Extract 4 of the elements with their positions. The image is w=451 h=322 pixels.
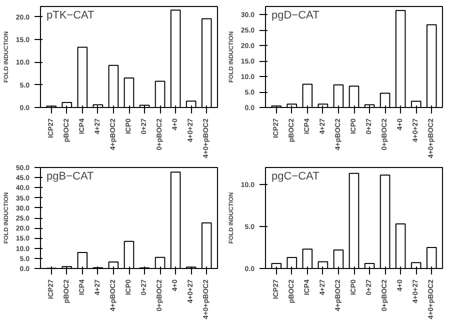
chart-title: pgC−CAT <box>272 170 320 182</box>
chart-title: pgD−CAT <box>272 10 320 22</box>
chart-title: pTK−CAT <box>46 10 95 22</box>
chart-title: pgB−CAT <box>46 170 94 182</box>
